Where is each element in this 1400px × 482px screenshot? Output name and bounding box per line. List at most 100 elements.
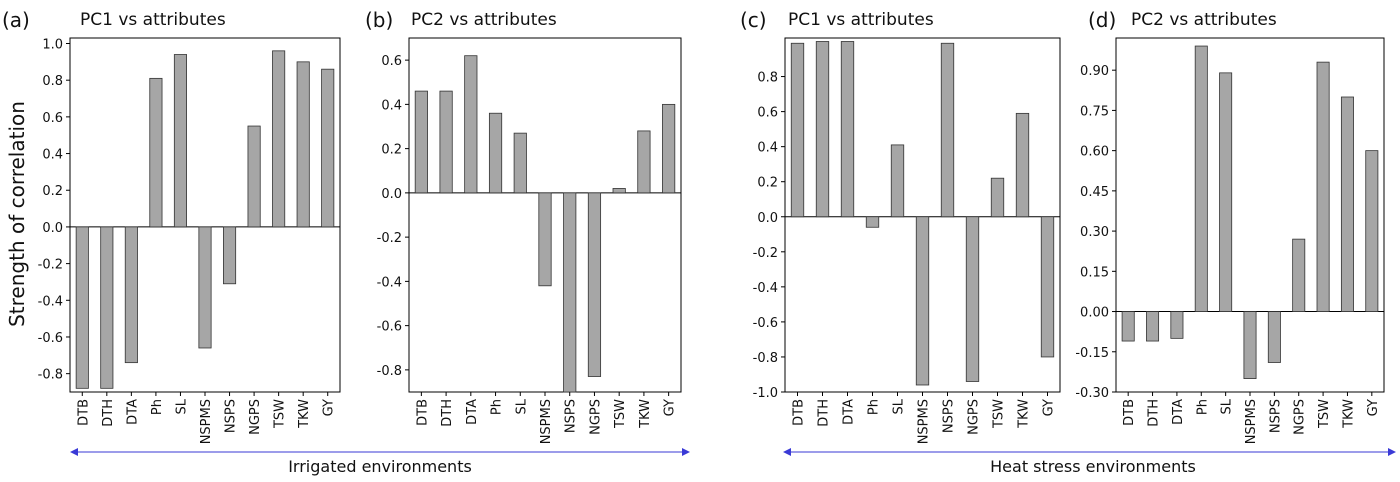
x-tick-label: DTB — [76, 399, 91, 426]
bar-dth — [100, 226, 114, 389]
y-tick-label: -0.8 — [38, 368, 63, 383]
bar-tkw — [637, 130, 651, 194]
y-tick-label: 0.0 — [381, 187, 402, 202]
panel-title: PC2 vs attributes — [411, 10, 557, 30]
bar-dta — [840, 41, 855, 218]
bar-tkw — [296, 61, 310, 228]
x-tick-label: DTA — [1171, 399, 1186, 425]
bar-gy — [662, 103, 676, 194]
x-tick-label: NGPS — [248, 399, 263, 435]
bar-dta — [464, 55, 478, 194]
panel-d: (d) PC2 vs attributes 0.90 0.75 0.60 0.45 0.30… — [1075, 8, 1385, 444]
x-tick-label: SL — [1220, 398, 1235, 414]
x-tick-label: NSPMS — [199, 399, 214, 444]
y-tick-label: 0.15 — [1080, 265, 1109, 280]
panel-letter: (b) — [365, 8, 393, 32]
panel-letter: (c) — [740, 8, 767, 32]
x-tick-label: NSPS — [1268, 399, 1283, 433]
x-tick-label: NGPS — [1293, 399, 1308, 435]
y-tick-label: 0.0 — [757, 211, 778, 226]
bar-nsps — [940, 42, 955, 218]
x-tick-label: Ph — [1195, 399, 1210, 415]
bar-dth — [1146, 311, 1160, 342]
y-tick-label: -1.0 — [753, 386, 778, 401]
y-tick-label: 0.4 — [42, 148, 63, 163]
x-tick-label: DTB — [792, 399, 807, 426]
arrow-head-right — [682, 448, 690, 456]
bar-gy — [1365, 150, 1379, 312]
bar-ngps — [247, 125, 261, 228]
environment-label: Heat stress environments — [990, 457, 1196, 476]
x-tick-label: SL — [514, 398, 529, 414]
y-tick-label: 0.45 — [1080, 185, 1109, 200]
panels: (a) PC1 vs attributes 1.0 0.8 0.6 0.4 0.2 0.0 -0… — [2, 8, 1385, 444]
y-tick-label: 0.2 — [42, 184, 63, 199]
panel-title: PC1 vs attributes — [788, 10, 934, 30]
x-tick-label: TKW — [638, 399, 653, 429]
x-tick-label: DTH — [440, 399, 455, 427]
x-tick-label: GY — [663, 399, 678, 416]
x-tick-label: GY — [1366, 399, 1381, 416]
x-tick-label: SL — [174, 398, 189, 414]
environment-1: Irrigated environments — [70, 448, 690, 476]
bar-sl — [1219, 72, 1233, 312]
panel-c: (c) PC1 vs attributes 0.8 0.6 0.4 0.2 0.0 -0.2 -… — [740, 8, 1061, 444]
x-tick-label: SL — [892, 398, 907, 414]
bar-dtb — [790, 42, 805, 218]
panel-title: PC1 vs attributes — [80, 10, 226, 30]
bar-ph — [488, 112, 503, 194]
bar-nsps — [223, 226, 237, 285]
x-tick-label: Ph — [150, 399, 165, 415]
bar-tsw — [1316, 61, 1330, 312]
x-tick-label: TKW — [1017, 399, 1032, 429]
x-tick-label: DTH — [1147, 399, 1162, 427]
bar-gy — [1040, 216, 1055, 358]
y-tick-label: -0.2 — [377, 231, 402, 246]
x-tick-label: TKW — [1341, 399, 1356, 429]
y-tick-label: 1.0 — [42, 38, 63, 53]
x-tick-label: TSW — [273, 399, 288, 429]
y-tick-label: 0.8 — [42, 74, 63, 89]
bar-ph — [1194, 45, 1208, 312]
y-tick-label: 0.8 — [757, 71, 778, 86]
bar-nsps — [563, 192, 577, 393]
x-tick-label: TSW — [992, 399, 1007, 429]
x-tick-label: DTH — [101, 399, 116, 427]
bar-ph — [149, 77, 163, 228]
y-tick-label: -0.4 — [377, 275, 402, 290]
y-tick-label: 0.6 — [381, 54, 402, 69]
arrow-head-left — [70, 448, 78, 456]
x-tick-label: GY — [1042, 399, 1057, 416]
x-tick-label: TSW — [613, 399, 628, 429]
y-tick-label: 0.2 — [381, 143, 402, 158]
bar-nsps — [1267, 311, 1281, 363]
bar-nspms — [538, 192, 552, 287]
y-tick-label: -0.6 — [377, 320, 402, 335]
y-tick-label: 0.4 — [757, 141, 778, 156]
y-axis-label: Strength of correlation — [5, 101, 29, 327]
y-tick-label: -0.6 — [38, 331, 63, 346]
y-tick-label: -0.4 — [38, 294, 63, 309]
y-tick-label: 0.6 — [42, 111, 63, 126]
x-tick-label: NSPS — [942, 399, 957, 433]
bar-tkw — [1015, 112, 1030, 218]
x-tick-label: DTA — [465, 399, 480, 425]
arrow-head-left — [783, 448, 791, 456]
panel-letter: (a) — [2, 8, 30, 32]
panel-title: PC2 vs attributes — [1131, 10, 1277, 30]
y-tick-label: 0.00 — [1080, 306, 1109, 321]
bar-nspms — [198, 226, 212, 349]
bar-dta — [1170, 311, 1184, 339]
y-tick-label: 0.60 — [1080, 145, 1109, 160]
x-tick-label: Ph — [490, 399, 505, 415]
x-tick-label: NSPMS — [539, 399, 554, 444]
x-tick-label: TSW — [1317, 399, 1332, 429]
y-tick-label: -0.15 — [1075, 346, 1109, 361]
y-tick-label: -0.2 — [753, 246, 778, 261]
panel-a: (a) PC1 vs attributes 1.0 0.8 0.6 0.4 0.2 0.0 -0… — [2, 8, 341, 444]
bar-ngps — [965, 216, 980, 382]
bar-dtb — [414, 90, 428, 194]
x-tick-label: DTA — [842, 399, 857, 425]
